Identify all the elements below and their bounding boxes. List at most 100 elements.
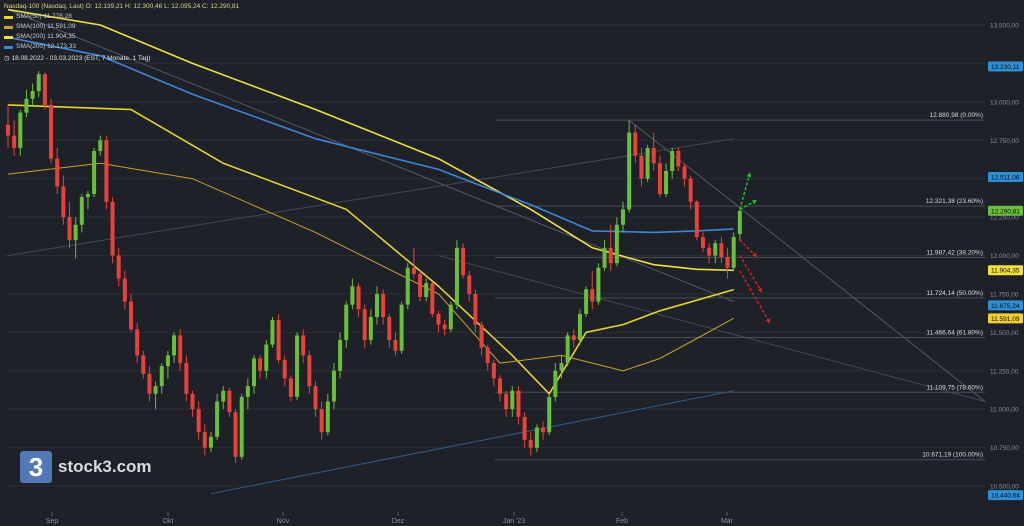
candles	[6, 71, 742, 463]
candle-body	[571, 335, 576, 341]
price-tick-label: 13.500,00	[990, 23, 1019, 30]
projection-arrow-line	[739, 255, 763, 293]
price-axis[interactable]: 13.500,0013.250,0013.000,0012.750,0012.5…	[986, 0, 1024, 526]
candle-body	[682, 166, 687, 179]
fib-level-label: 10.671,19 (100.00%)	[922, 452, 983, 459]
projection-arrows	[739, 172, 771, 324]
candle-body	[467, 275, 472, 294]
legend-sma-50[interactable]: SMA(50) 11.778,28	[4, 12, 239, 22]
projection-arrow-head	[752, 252, 757, 258]
candle-body	[553, 370, 558, 397]
legend-swatch	[4, 35, 13, 39]
fib-level-label: 12.880,98 (0.00%)	[930, 112, 983, 119]
candle-body	[239, 396, 244, 457]
fib-level-label: 11.109,75 (78.60%)	[926, 384, 983, 391]
trend-line	[210, 390, 734, 495]
candle-body	[61, 186, 66, 218]
projection-arrow-head	[752, 200, 757, 205]
candle-body	[49, 104, 54, 159]
candle-body	[276, 320, 281, 360]
candle-body	[676, 151, 681, 167]
candle-body	[92, 151, 97, 195]
candle-body	[442, 324, 447, 330]
candle-body	[282, 359, 287, 379]
candle-body	[405, 267, 410, 305]
candle-body	[584, 289, 589, 314]
trend-line	[628, 119, 986, 402]
price-tick-label: 12.750,00	[990, 138, 1019, 145]
candle-body	[547, 396, 552, 433]
legend-header: Nasdaq-100 (Nasdaq, Last) O: 12.139,21 H…	[4, 3, 240, 10]
time-tick-label: Sep	[46, 518, 59, 525]
candle-body	[381, 293, 386, 317]
projection-arrow-head	[757, 287, 762, 293]
candle-body	[362, 309, 367, 341]
time-tick-label: Okt	[163, 518, 174, 525]
legend-swatch	[4, 45, 13, 49]
fib-level-label: 11.987,42 (38.20%)	[926, 249, 983, 256]
candle-body	[202, 432, 207, 448]
candle-body	[110, 201, 115, 256]
candle-body	[608, 247, 613, 264]
sma-line	[7, 104, 734, 396]
candle-body	[670, 151, 675, 171]
stock3-logo: 3 stock3.com	[20, 451, 152, 483]
date-range: ◷ 18.08.2022 - 03.03.2023 (EST, 7 Monate…	[4, 55, 151, 62]
candle-body	[208, 436, 213, 448]
candle-body	[331, 370, 336, 402]
candle-body	[375, 293, 379, 317]
candle-body	[731, 237, 736, 268]
candle-body	[725, 257, 730, 268]
candle-body	[30, 91, 35, 99]
price-tag	[988, 265, 1023, 276]
candle-body	[98, 140, 103, 152]
legend-sma-200-blue[interactable]: SMA(200) 12.173,33	[4, 42, 239, 52]
candle-body	[430, 283, 435, 314]
candle-body	[627, 132, 632, 210]
candle-body	[350, 286, 355, 305]
candle-body	[700, 237, 705, 248]
candle-body	[479, 324, 484, 348]
candle-body	[129, 301, 133, 330]
price-tag	[988, 171, 1023, 182]
time-tick-label: Nov	[277, 518, 290, 525]
candle-body	[356, 286, 361, 310]
candle-body	[165, 355, 170, 367]
fib-level-label: 12.321,38 (23.60%)	[926, 198, 983, 205]
trend-line	[438, 255, 986, 402]
price-tag	[988, 300, 1023, 311]
price-tick-label: 11.000,00	[990, 407, 1019, 414]
candle-body	[719, 243, 724, 258]
candle-body	[368, 316, 373, 341]
sma-line	[7, 8, 734, 272]
price-tick-label: 12.000,00	[990, 253, 1019, 260]
stock3-logo-mark: 3	[20, 451, 52, 483]
time-tick-label: Jan '23	[503, 518, 525, 525]
candle-body	[79, 197, 84, 225]
chart-legend: Nasdaq-100 (Nasdaq, Last) O: 12.139,21 H…	[4, 2, 239, 64]
price-tag-label: 10.440,64	[991, 493, 1020, 500]
price-tick-label: 11.500,00	[990, 330, 1019, 337]
candle-body	[651, 147, 656, 164]
candle-body	[639, 155, 644, 179]
candle-body	[295, 335, 300, 397]
price-tag-label: 11.904,35	[991, 268, 1020, 275]
candle-body	[559, 363, 564, 371]
candle-body	[633, 132, 638, 156]
legend-sma-200-yellow[interactable]: SMA(200) 11.904,35	[4, 32, 239, 42]
candle-body	[135, 329, 140, 356]
candle-body	[233, 412, 238, 457]
candle-body	[516, 390, 521, 417]
time-axis[interactable]: Sep Okt Nov Dez Jan '23 Feb Mär	[46, 512, 734, 525]
candle-body	[688, 178, 693, 202]
fib-level-label: 11.724,14 (50.00%)	[926, 290, 983, 297]
candle-body	[252, 358, 256, 387]
candle-body	[393, 340, 398, 351]
candle-body	[116, 255, 121, 279]
legend-sma-100[interactable]: SMA(100) 11.591,09	[4, 22, 239, 32]
candle-body	[270, 320, 275, 345]
candle-body	[707, 247, 712, 256]
sma-line	[7, 36, 734, 234]
candle-body	[18, 112, 23, 148]
